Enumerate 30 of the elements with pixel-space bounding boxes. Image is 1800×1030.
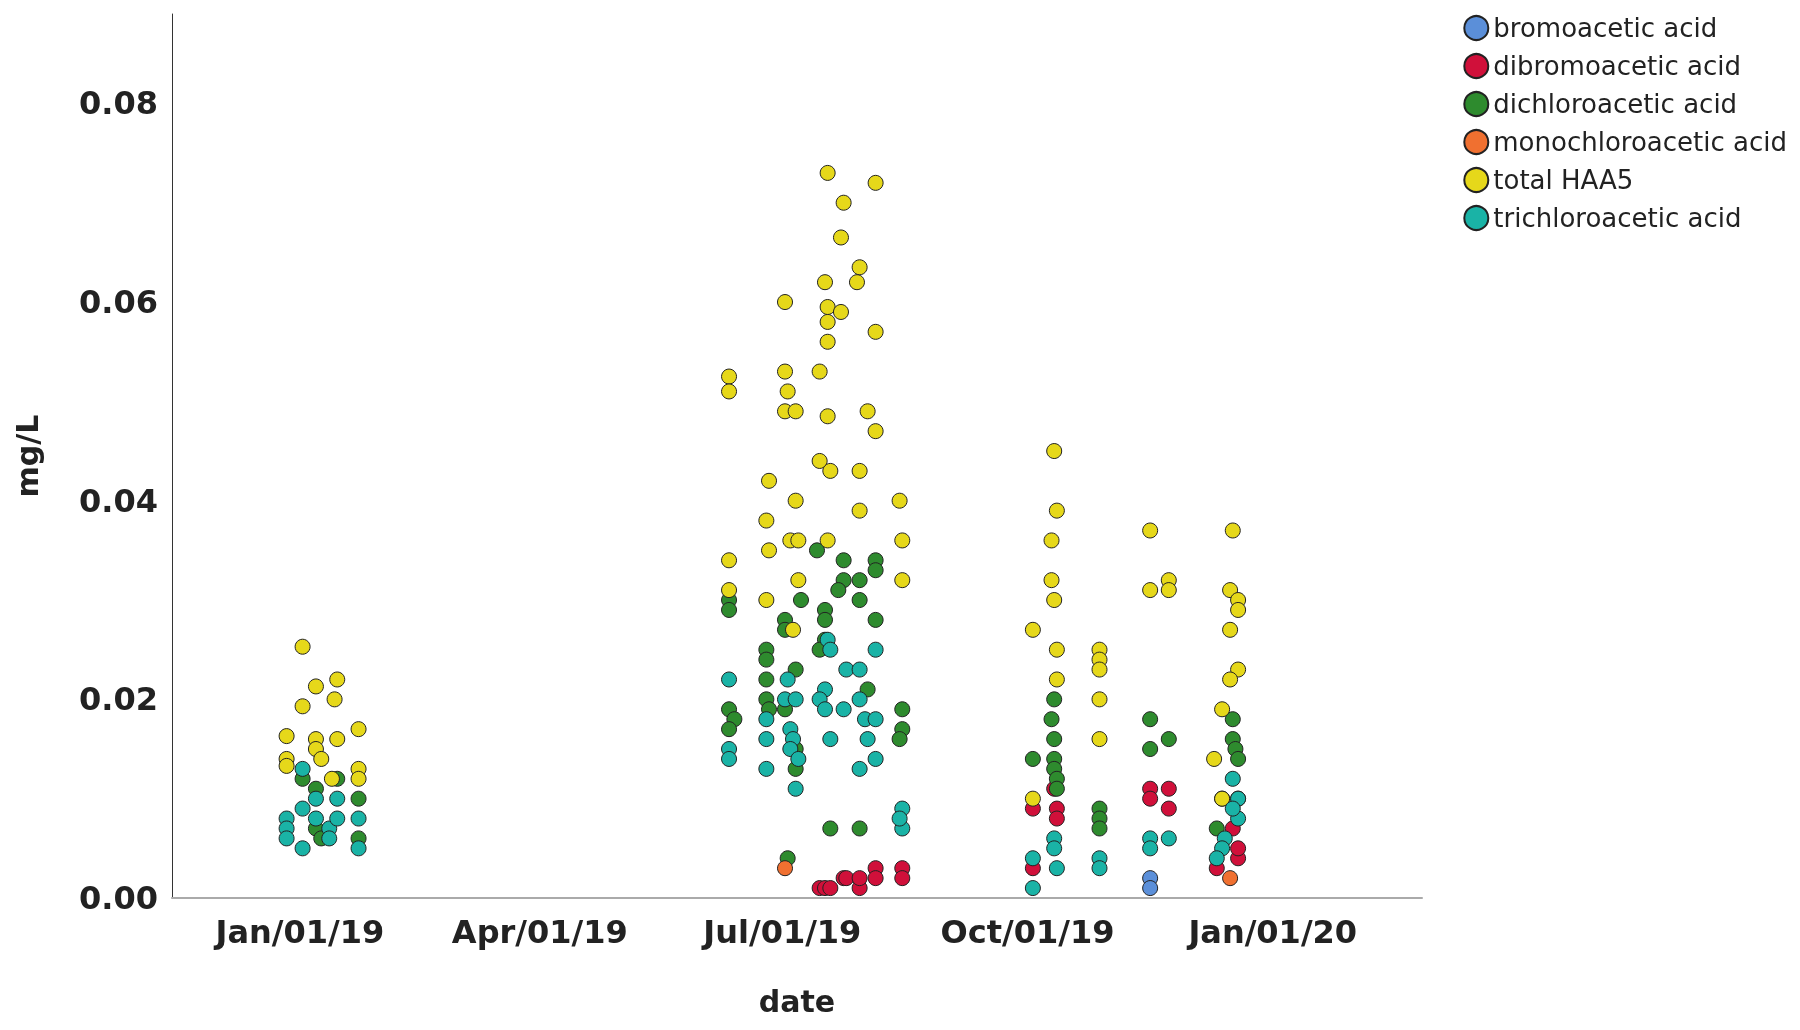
y-tick-label: 0.06 — [79, 283, 158, 322]
legend-label: dichloroacetic acid — [1493, 89, 1738, 119]
point — [822, 880, 839, 897]
y-tick-label: 0.02 — [79, 680, 158, 719]
point — [1142, 790, 1159, 807]
legend-label: bromoacetic acid — [1493, 13, 1718, 43]
point — [894, 870, 911, 887]
point — [1142, 880, 1159, 897]
legend-label: trichloroacetic acid — [1493, 203, 1742, 233]
point — [851, 870, 868, 887]
x-tick-label: Apr/01/19 — [451, 913, 628, 951]
x-axis-title: date — [758, 983, 836, 1019]
x-tick-label: Jan/01/20 — [1186, 913, 1358, 951]
point — [1222, 870, 1239, 887]
y-axis-title: mg/L — [9, 414, 45, 498]
legend-label: monochloroacetic acid — [1493, 127, 1788, 157]
point — [1160, 800, 1177, 817]
point — [777, 860, 794, 877]
legend-label: total HAA5 — [1493, 165, 1634, 195]
y-tick-label: 0.04 — [79, 481, 158, 520]
x-tick-label: Jan/01/19 — [213, 913, 385, 951]
legend-label: dibromoacetic acid — [1493, 51, 1741, 81]
y-tick-label: 0.00 — [79, 879, 158, 917]
y-tick-label: 0.08 — [79, 84, 158, 123]
point — [867, 870, 884, 887]
point — [1048, 810, 1065, 827]
x-tick-label: Jul/01/19 — [701, 913, 862, 951]
point — [1230, 840, 1247, 857]
x-tick-label: Oct/01/19 — [940, 913, 1115, 951]
point — [1160, 780, 1177, 797]
